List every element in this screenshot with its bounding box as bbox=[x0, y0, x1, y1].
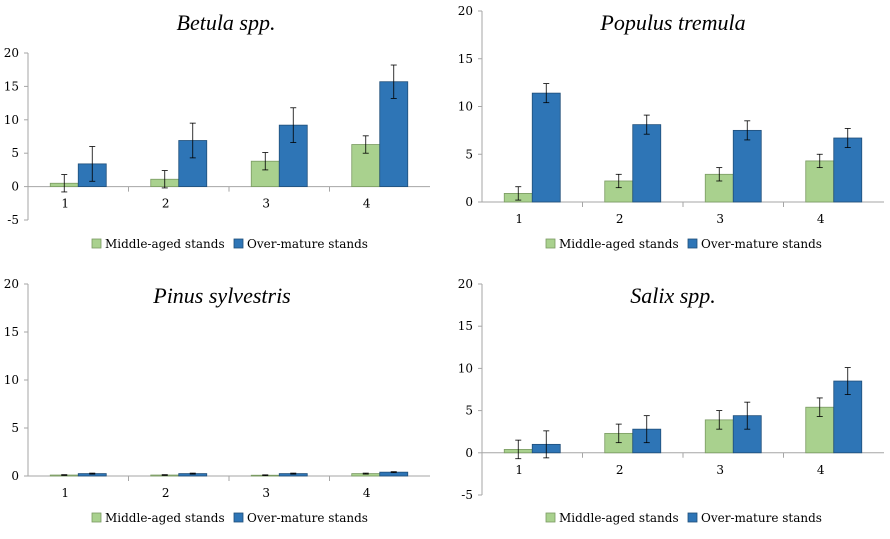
chart-title: Pinus sylvestris bbox=[152, 283, 291, 308]
legend-swatch-middle bbox=[545, 238, 556, 249]
legend-label-middle: Middle-aged stands bbox=[105, 511, 225, 525]
x-tick-label: 2 bbox=[162, 197, 170, 211]
legend-swatch-over bbox=[687, 512, 698, 523]
y-tick-label: 0 bbox=[11, 469, 19, 483]
y-tick-label: 10 bbox=[4, 373, 19, 387]
y-tick-label: -5 bbox=[7, 213, 19, 227]
chart-title: Populus tremula bbox=[599, 10, 745, 35]
chart-panel: Salix spp. -5 0 5 10 15 20 1 2 3 4 Middle-aged stan… bbox=[458, 277, 884, 525]
legend-swatch-over bbox=[233, 512, 244, 523]
x-tick-label: 4 bbox=[817, 463, 825, 477]
y-tick-label: 10 bbox=[4, 113, 19, 127]
y-tick-label: 5 bbox=[465, 404, 473, 418]
y-tick-label: 0 bbox=[465, 195, 473, 209]
legend-label-middle: Middle-aged stands bbox=[559, 237, 679, 251]
x-tick-label: 1 bbox=[61, 197, 69, 211]
legend-swatch-middle bbox=[91, 512, 102, 523]
x-tick-label: 1 bbox=[61, 486, 69, 500]
y-tick-label: 0 bbox=[465, 446, 473, 460]
x-tick-label: 2 bbox=[162, 486, 170, 500]
legend-swatch-middle bbox=[91, 238, 102, 249]
chart-panel: Populus tremula 0 5 10 15 20 1 2 3 4 Middle-aged s… bbox=[458, 4, 884, 251]
over-mature-bar bbox=[531, 92, 561, 203]
y-tick-label: 15 bbox=[4, 325, 19, 339]
legend-label-over: Over-mature stands bbox=[701, 237, 822, 251]
legend-label-over: Over-mature stands bbox=[701, 511, 822, 525]
y-tick-label: 15 bbox=[458, 52, 473, 66]
x-tick-label: 2 bbox=[616, 463, 624, 477]
y-tick-label: 5 bbox=[11, 421, 19, 435]
chart-panel: Pinus sylvestris 0 5 10 15 20 1 2 3 4 Middle-aged … bbox=[4, 277, 430, 525]
y-tick-label: 15 bbox=[458, 319, 473, 333]
chart-panel: Betula spp. -5 0 5 10 15 20 1 2 3 4 Middle-aged sta… bbox=[4, 10, 430, 251]
y-tick-label: 10 bbox=[458, 361, 473, 375]
chart-title: Salix spp. bbox=[630, 283, 716, 308]
legend-swatch-over bbox=[233, 238, 244, 249]
x-tick-label: 3 bbox=[716, 463, 724, 477]
over-mature-bar bbox=[632, 124, 662, 203]
x-tick-label: 2 bbox=[616, 212, 624, 226]
y-tick-label: 20 bbox=[458, 4, 473, 18]
y-tick-label: -5 bbox=[461, 488, 473, 502]
legend-label-middle: Middle-aged stands bbox=[105, 237, 225, 251]
over-mature-bar bbox=[379, 81, 409, 187]
y-tick-label: 5 bbox=[465, 147, 473, 161]
x-tick-label: 4 bbox=[817, 212, 825, 226]
legend-swatch-over bbox=[687, 238, 698, 249]
over-mature-bar bbox=[833, 137, 863, 203]
y-tick-label: 5 bbox=[11, 146, 19, 160]
chart-title: Betula spp. bbox=[177, 10, 276, 35]
y-tick-label: 15 bbox=[4, 79, 19, 93]
legend-label-middle: Middle-aged stands bbox=[559, 511, 679, 525]
x-tick-label: 1 bbox=[515, 212, 523, 226]
x-tick-label: 4 bbox=[363, 197, 371, 211]
legend-swatch-middle bbox=[545, 512, 556, 523]
y-tick-label: 20 bbox=[4, 46, 19, 60]
over-mature-bar bbox=[732, 129, 762, 203]
x-tick-label: 3 bbox=[716, 212, 724, 226]
y-tick-label: 0 bbox=[11, 180, 19, 194]
x-tick-label: 3 bbox=[262, 486, 270, 500]
y-tick-label: 20 bbox=[458, 277, 473, 291]
y-tick-label: 10 bbox=[458, 100, 473, 114]
x-tick-label: 1 bbox=[515, 463, 523, 477]
legend-label-over: Over-mature stands bbox=[247, 237, 368, 251]
x-tick-label: 3 bbox=[262, 197, 270, 211]
y-tick-label: 20 bbox=[4, 277, 19, 291]
x-tick-label: 4 bbox=[363, 486, 371, 500]
legend-label-over: Over-mature stands bbox=[247, 511, 368, 525]
